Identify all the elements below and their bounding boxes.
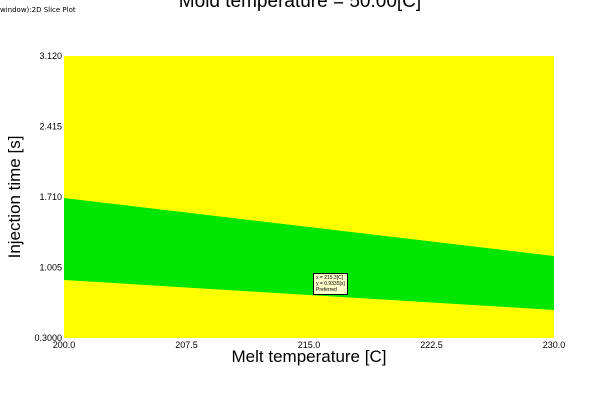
cursor-x-value: x = 215.3[C] bbox=[316, 275, 344, 281]
y-tick-label: 0.3000 bbox=[34, 333, 62, 343]
y-tick-label: 1.005 bbox=[39, 263, 62, 273]
x-tick-label: 222.5 bbox=[420, 340, 443, 350]
window-label: window):2D Slice Plot bbox=[0, 6, 76, 14]
chart-title: Mold temperature = 50.00[C] bbox=[178, 0, 422, 12]
x-axis-label: Melt temperature [C] bbox=[232, 347, 387, 366]
x-tick-label: 200.0 bbox=[53, 340, 76, 350]
x-axis-ticks: 200.0 207.5 215.0 222.5 230.0 bbox=[53, 340, 566, 350]
preferred-region bbox=[64, 198, 554, 310]
y-tick-label: 1.710 bbox=[39, 192, 62, 202]
cursor-readout: x = 215.3[C] y = 0.9335[s] Preferred bbox=[313, 273, 348, 295]
y-tick-label: 2.415 bbox=[39, 122, 62, 132]
x-tick-label: 230.0 bbox=[543, 340, 566, 350]
x-tick-label: 215.0 bbox=[298, 340, 321, 350]
cursor-y-value: y = 0.9335[s] bbox=[316, 281, 345, 287]
y-axis-label: Injection time [s] bbox=[5, 136, 24, 259]
y-tick-label: 3.120 bbox=[39, 51, 62, 61]
cursor-status: Preferred bbox=[316, 287, 337, 293]
x-tick-label: 207.5 bbox=[175, 340, 198, 350]
y-axis-ticks: 3.120 2.415 1.710 1.005 0.3000 bbox=[34, 51, 62, 343]
